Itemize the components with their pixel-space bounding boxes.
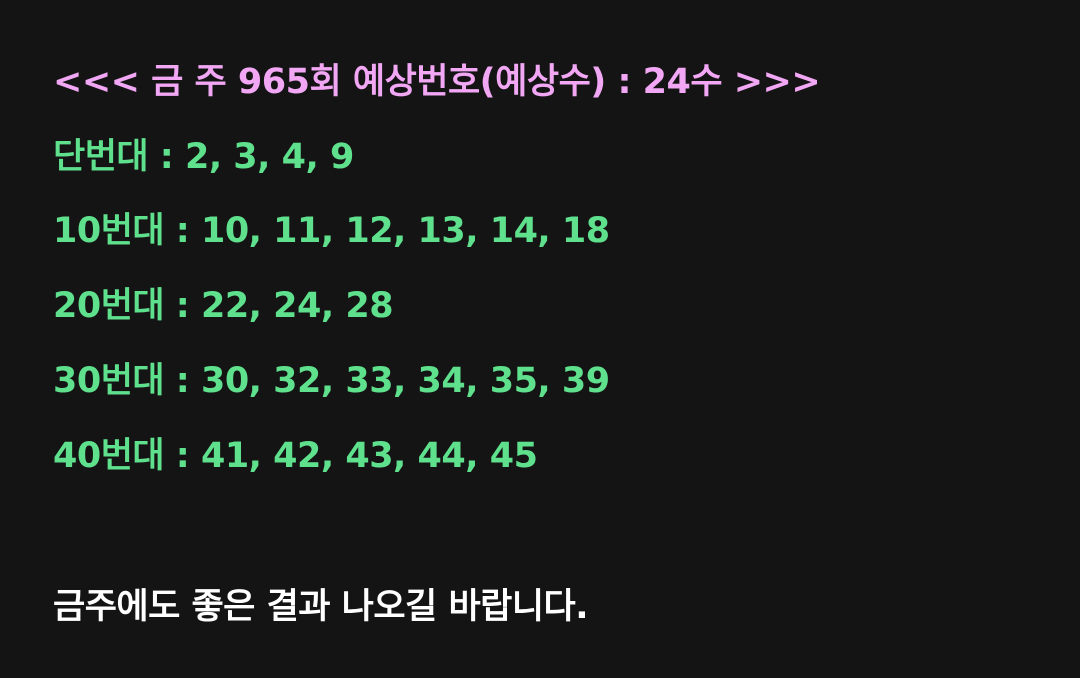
closing-message: 금주에도 좋은 결과 나오길 바랍니다. — [53, 587, 589, 627]
range-line-40s: 40번대 : 41, 42, 43, 44, 45 — [53, 436, 538, 476]
range-line-10s: 10번대 : 10, 11, 12, 13, 14, 18 — [53, 211, 610, 251]
range-line-20s: 20번대 : 22, 24, 28 — [53, 286, 394, 326]
post-title: <<< 금 주 965회 예상번호(예상수) : 24수 >>> — [53, 62, 821, 102]
range-line-30s: 30번대 : 30, 32, 33, 34, 35, 39 — [53, 361, 610, 401]
range-line-single-digits: 단번대 : 2, 3, 4, 9 — [53, 137, 354, 177]
